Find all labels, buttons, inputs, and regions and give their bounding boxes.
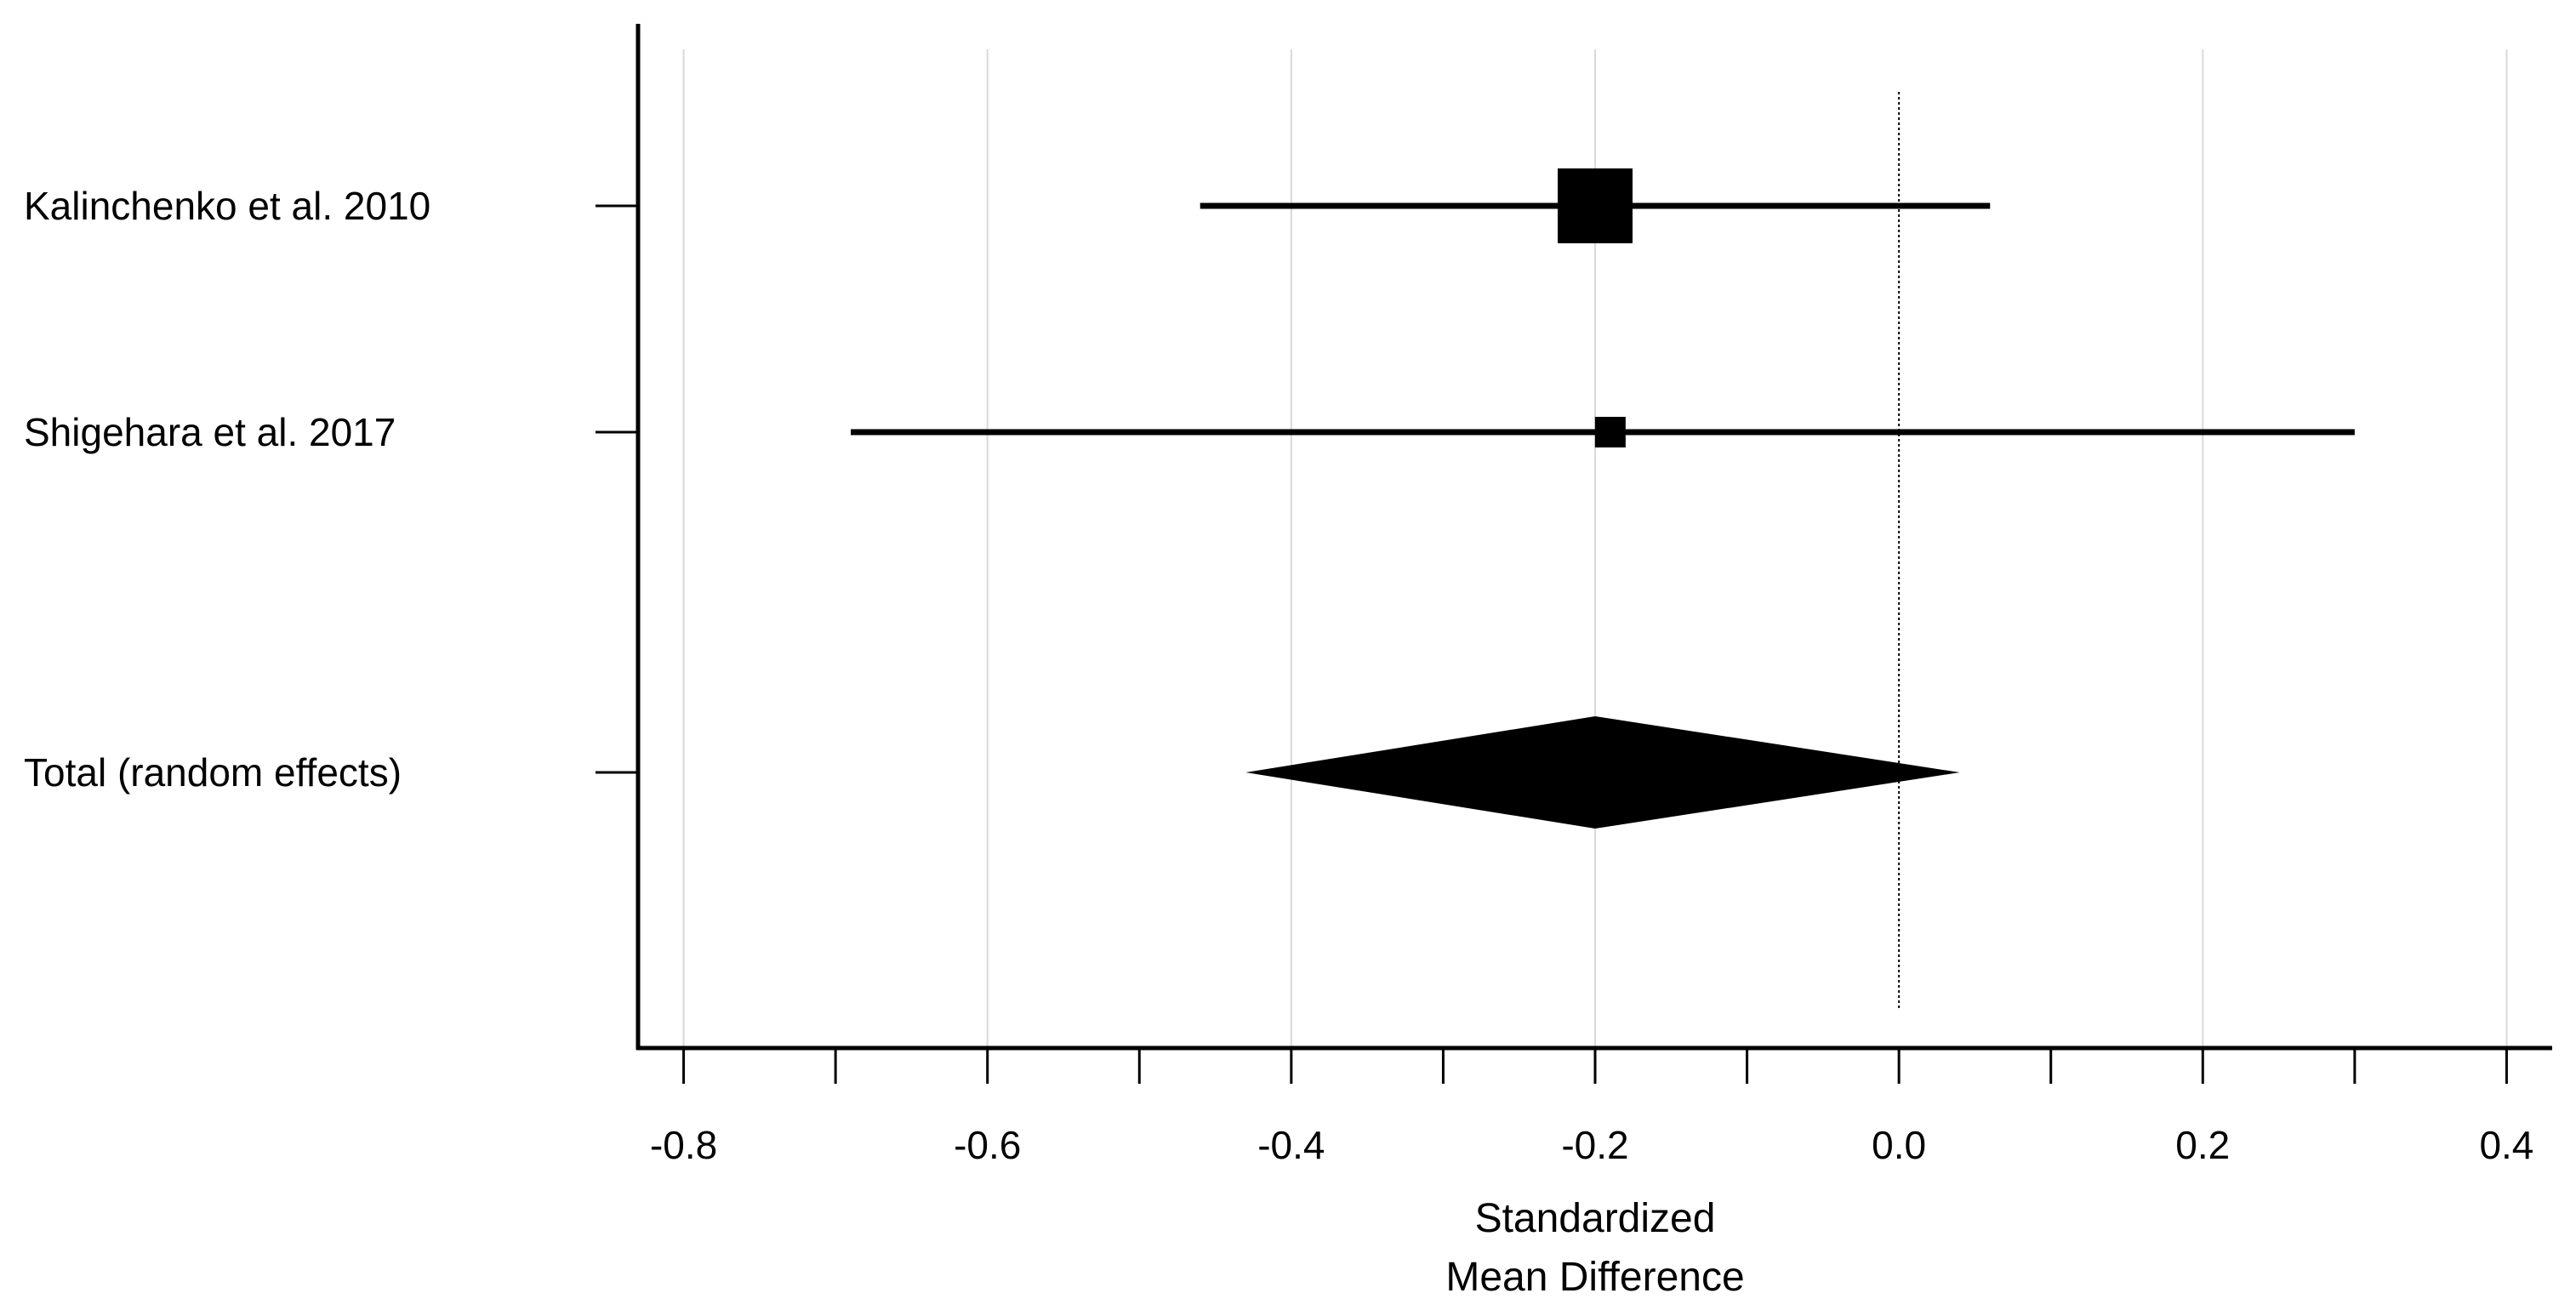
study-label: Shigehara et al. 2017 [24, 410, 396, 454]
pooled-estimate: Total (random effects) [24, 716, 1960, 829]
x-axis-ticks [682, 1048, 2508, 1084]
x-axis-label-line-2: Mean Difference [1445, 1255, 1744, 1300]
study-label: Kalinchenko et al. 2010 [24, 184, 430, 228]
x-axis-label-line-1: Standardized [1475, 1196, 1716, 1241]
pooled-label: Total (random effects) [24, 750, 402, 795]
x-tick-label: 0.4 [2479, 1123, 2533, 1167]
pooled-diamond [1245, 716, 1960, 829]
x-tick-label: 0.2 [2175, 1123, 2230, 1167]
x-tick-label: -0.4 [1257, 1123, 1325, 1167]
x-axis-tick-labels: -0.8 -0.6 -0.4 -0.2 0.0 0.2 0.4 [650, 1123, 2533, 1167]
study-row: Kalinchenko et al. 2010 [24, 168, 1991, 243]
study-row: Shigehara et al. 2017 [24, 410, 2355, 454]
x-tick-label: 0.0 [1872, 1123, 1926, 1167]
point-estimate [1558, 168, 1633, 243]
x-tick-label: -0.2 [1561, 1123, 1628, 1167]
x-tick-label: -0.8 [650, 1123, 717, 1167]
x-tick-label: -0.6 [954, 1123, 1021, 1167]
studies: Kalinchenko et al. 2010 Shigehara et al. … [24, 168, 2355, 454]
point-estimate [1594, 417, 1626, 447]
